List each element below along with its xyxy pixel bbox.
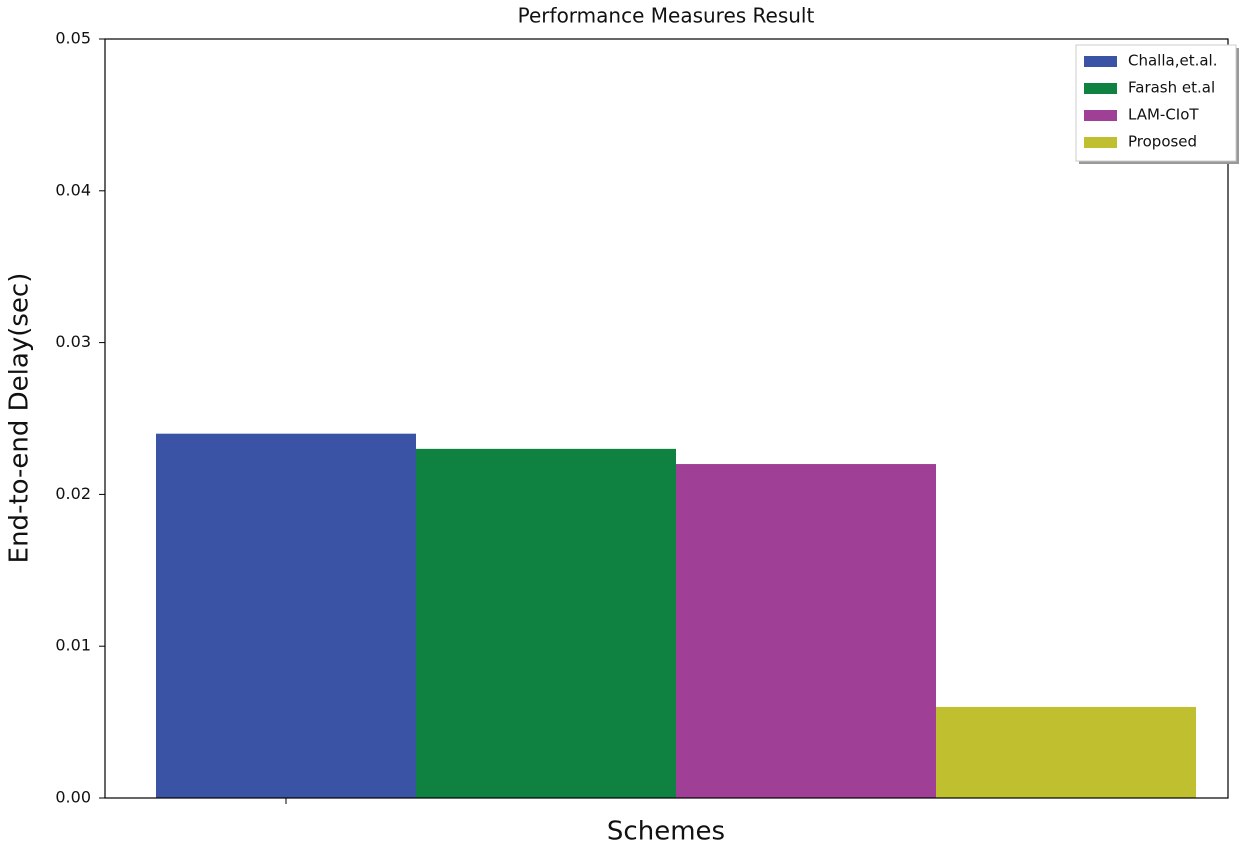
- plot-frame: [104, 38, 1229, 799]
- y-tick-label: 0.01: [55, 636, 91, 655]
- bar: [676, 464, 936, 798]
- legend-label: Farash et.al: [1128, 79, 1215, 97]
- legend-swatch: [1084, 83, 1117, 94]
- legend-swatch: [1084, 110, 1117, 121]
- legend-label: LAM-CIoT: [1128, 106, 1199, 124]
- y-tick-label: 0.05: [55, 29, 91, 48]
- legend-label: Challa,et.al.: [1128, 52, 1217, 70]
- y-tick-label: 0.03: [55, 332, 91, 351]
- bar: [936, 706, 1196, 798]
- y-axis-label: End-to-end Delay(sec): [5, 273, 35, 564]
- legend-label: Proposed: [1128, 133, 1197, 151]
- chart-title: Performance Measures Result: [518, 4, 815, 28]
- bar: [156, 433, 416, 798]
- legend-swatch: [1084, 56, 1117, 67]
- legend-swatch: [1084, 137, 1117, 148]
- bar: [416, 448, 676, 798]
- x-axis-label: Schemes: [607, 817, 725, 847]
- y-tick-label: 0.04: [55, 180, 91, 199]
- y-tick-label: 0.00: [55, 788, 91, 807]
- y-tick-label: 0.02: [55, 484, 91, 503]
